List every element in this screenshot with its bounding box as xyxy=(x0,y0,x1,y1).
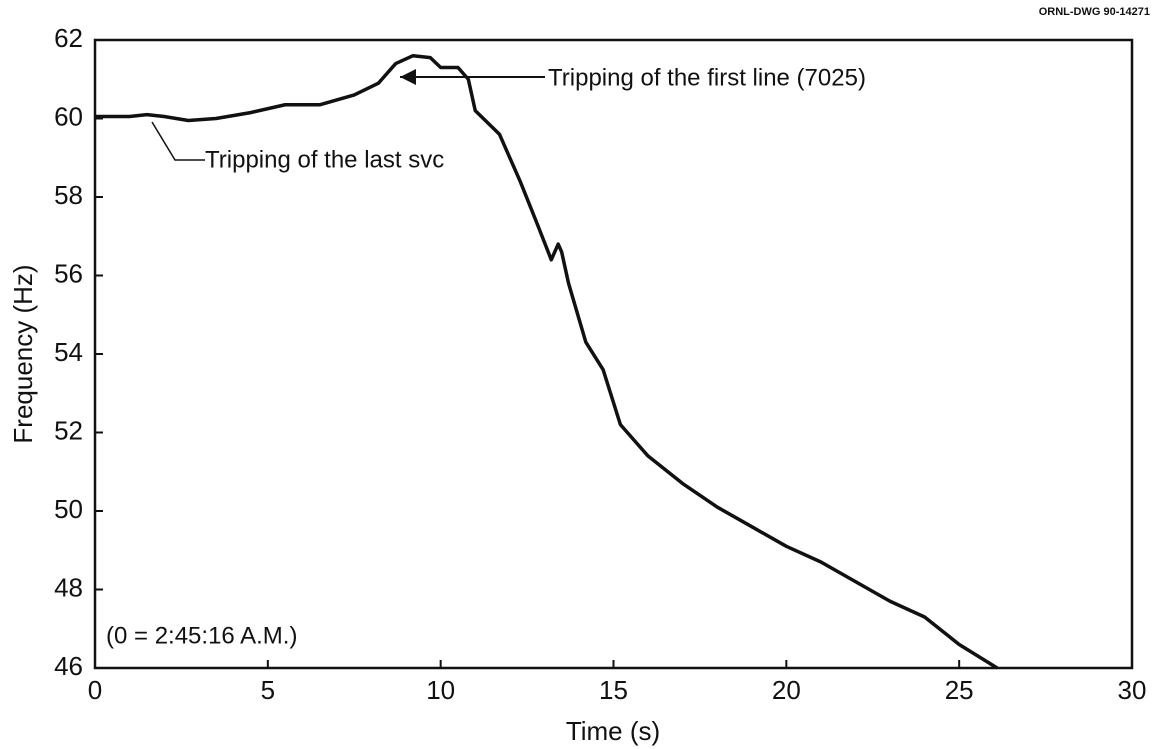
drawing-id: ORNL-DWG 90-14271 xyxy=(1039,6,1150,18)
x-tick-label: 10 xyxy=(426,675,455,705)
x-tick-label: 30 xyxy=(1118,675,1147,705)
y-tick-label: 50 xyxy=(54,494,83,524)
annotation: (0 = 2:45:16 A.M.) xyxy=(106,622,297,649)
annotation-leader xyxy=(151,121,205,161)
x-tick-label: 15 xyxy=(599,675,628,705)
annotation: Tripping of the first line (7025) xyxy=(548,64,866,91)
x-tick-label: 0 xyxy=(88,675,102,705)
y-tick-label: 54 xyxy=(54,337,83,367)
annotation: Tripping of the last svc xyxy=(205,146,444,173)
x-axis-label: Time (s) xyxy=(566,716,660,746)
y-tick-label: 48 xyxy=(54,572,83,602)
x-tick-label: 25 xyxy=(945,675,974,705)
y-tick-label: 60 xyxy=(54,101,83,131)
plot-frame xyxy=(93,38,1134,670)
x-tick-label: 5 xyxy=(261,675,275,705)
y-tick-label: 52 xyxy=(54,415,83,445)
x-tick-label: 20 xyxy=(772,675,801,705)
y-tick-label: 46 xyxy=(54,651,83,681)
y-axis-label: Frequency (Hz) xyxy=(8,264,38,443)
data-line xyxy=(95,53,999,670)
y-tick-label: 56 xyxy=(54,258,83,288)
y-tick-label: 62 xyxy=(54,23,83,53)
y-tick-label: 58 xyxy=(54,180,83,210)
